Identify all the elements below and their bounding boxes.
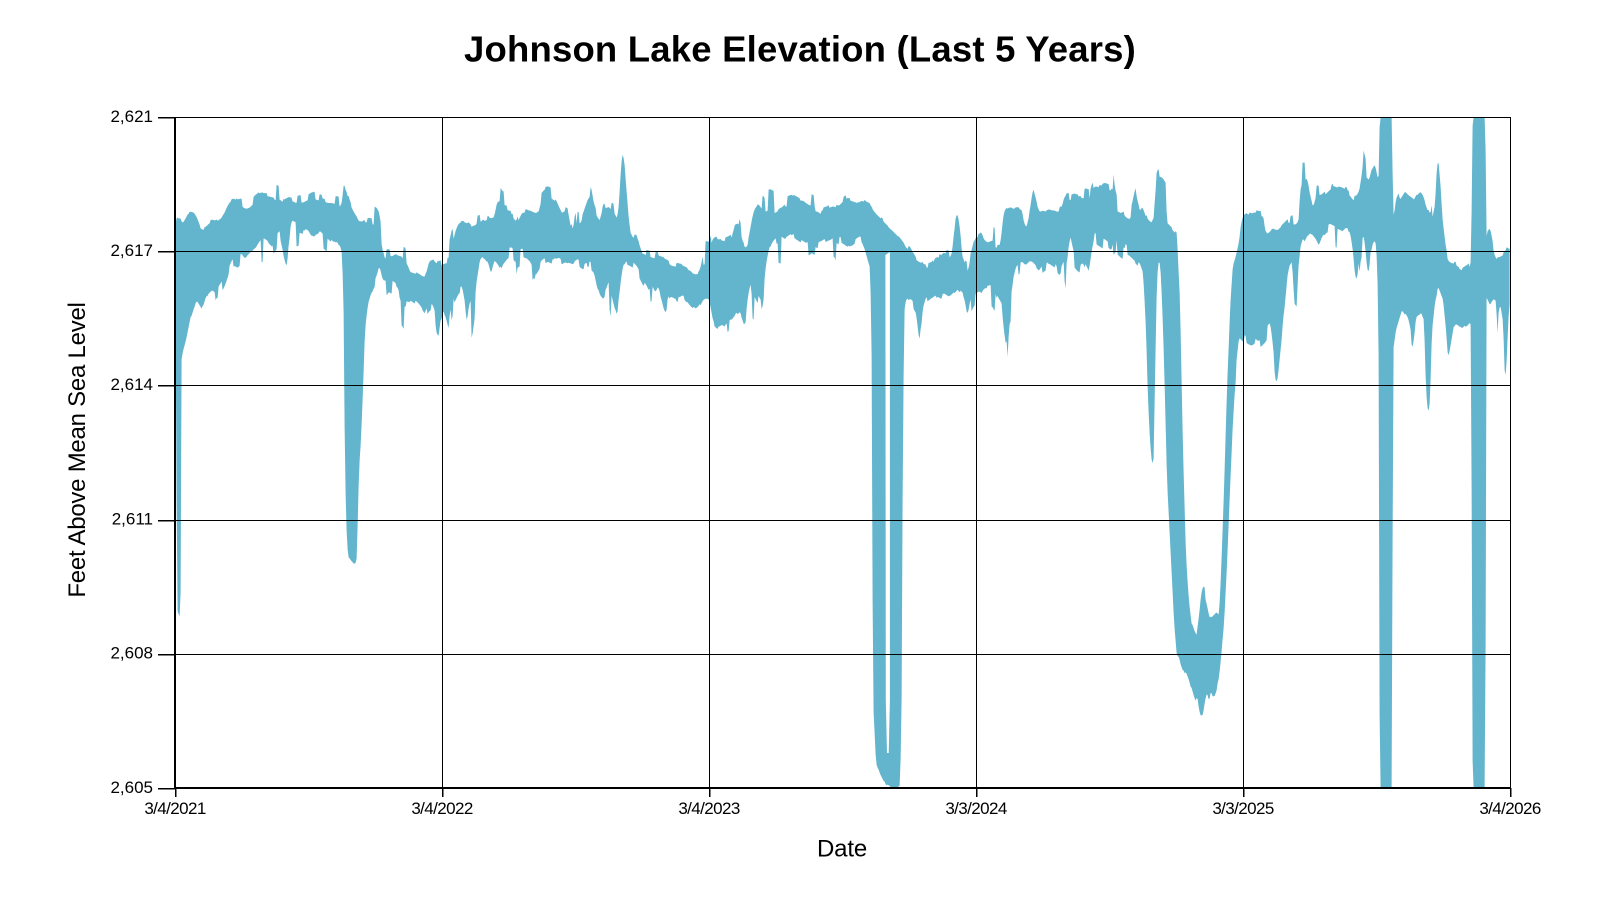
svg-text:2,608: 2,608 xyxy=(110,644,153,663)
svg-text:2,617: 2,617 xyxy=(110,241,153,260)
svg-text:3/4/2021: 3/4/2021 xyxy=(144,799,206,818)
svg-text:Johnson Lake Elevation (Last 5: Johnson Lake Elevation (Last 5 Years) xyxy=(464,29,1136,70)
svg-text:Date: Date xyxy=(817,836,867,863)
svg-text:3/4/2023: 3/4/2023 xyxy=(678,799,740,818)
svg-text:3/4/2026: 3/4/2026 xyxy=(1479,799,1541,818)
svg-text:2,614: 2,614 xyxy=(110,375,153,394)
svg-text:2,611: 2,611 xyxy=(112,509,153,528)
svg-text:2,621: 2,621 xyxy=(110,107,153,126)
svg-text:Feet Above Mean Sea Level: Feet Above Mean Sea Level xyxy=(64,302,91,597)
svg-text:3/3/2025: 3/3/2025 xyxy=(1212,799,1274,818)
svg-text:3/3/2024: 3/3/2024 xyxy=(945,799,1007,818)
svg-text:3/4/2022: 3/4/2022 xyxy=(411,799,473,818)
svg-text:2,605: 2,605 xyxy=(110,778,153,797)
